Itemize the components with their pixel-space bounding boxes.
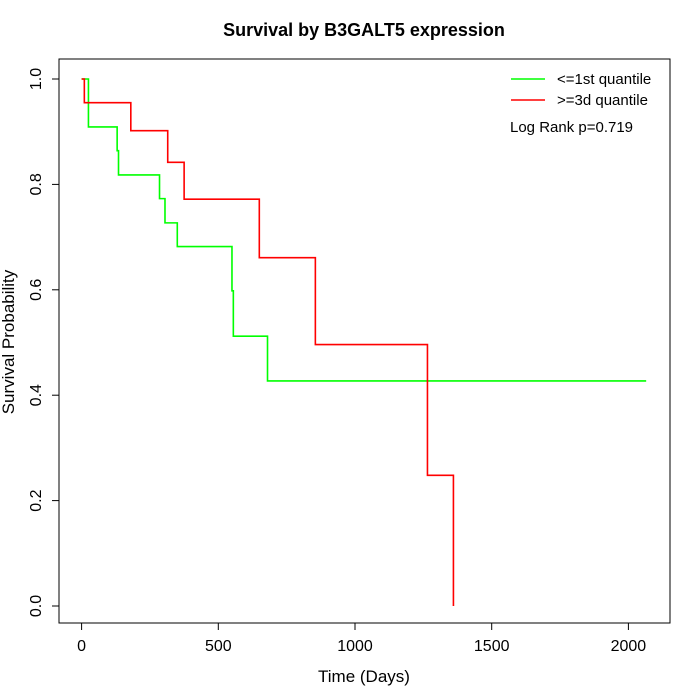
x-tick-label: 1000: [337, 638, 373, 655]
x-tick-label: 2000: [611, 638, 647, 655]
y-tick-label: 1.0: [28, 68, 45, 90]
legend-label: >=3d quantile: [557, 92, 648, 109]
y-tick-label: 0.2: [28, 489, 45, 511]
series-layer: [81, 78, 647, 606]
legend-label: <=1st quantile: [557, 71, 651, 88]
x-tick-label: 1500: [474, 638, 510, 655]
x-tick-label: 500: [205, 638, 232, 655]
x-axis: 0 500 1000 1500 2000: [77, 622, 647, 655]
y-tick-label: 0.6: [28, 279, 45, 301]
y-axis: 0.0 0.2 0.4 0.6 0.8 1.0: [28, 68, 60, 617]
y-tick-label: 0.8: [28, 173, 45, 195]
log-rank-annotation: Log Rank p=0.719: [510, 119, 633, 136]
y-tick-label: 0.0: [28, 595, 45, 617]
survival-curve: [81, 78, 455, 606]
y-axis-label: Survival Probability: [0, 269, 18, 414]
legend: <=1st quantile >=3d quantile: [511, 71, 651, 109]
chart-title: Survival by B3GALT5 expression: [223, 20, 505, 40]
x-tick-label: 0: [77, 638, 86, 655]
y-tick-label: 0.4: [28, 384, 45, 406]
x-axis-label: Time (Days): [318, 667, 410, 686]
survival-curve: [81, 78, 647, 382]
